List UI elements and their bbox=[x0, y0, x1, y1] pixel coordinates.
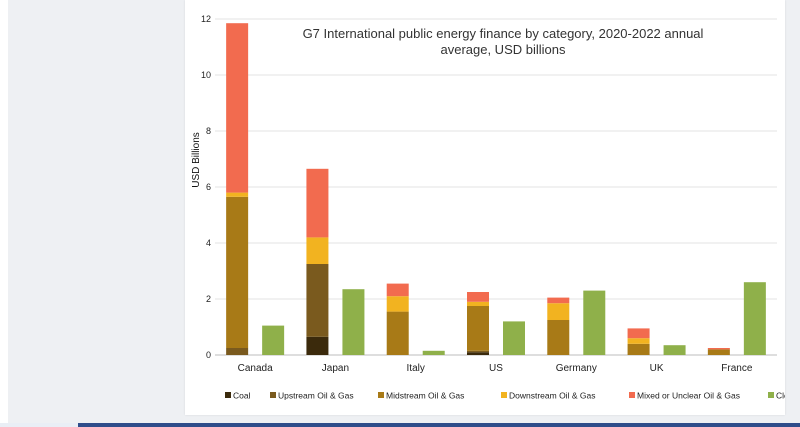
y-tick-label: 10 bbox=[201, 70, 211, 80]
y-axis-label: USD Billions bbox=[191, 132, 202, 188]
bar-segment bbox=[467, 292, 489, 302]
legend-label: Mixed or Unclear Oil & Gas bbox=[637, 391, 740, 401]
gridlines bbox=[215, 18, 777, 356]
bar-segment bbox=[707, 349, 730, 355]
bar-segment bbox=[467, 306, 489, 351]
x-tick-label: Japan bbox=[322, 363, 349, 374]
legend-label: Clean bbox=[776, 391, 785, 401]
bar-segment bbox=[467, 352, 489, 355]
legend-swatch bbox=[629, 392, 635, 398]
footer-strip bbox=[78, 423, 800, 427]
bar-clean bbox=[262, 325, 285, 355]
bar-clean bbox=[422, 350, 445, 355]
chart-title-line-1: G7 International public energy finance b… bbox=[303, 26, 704, 41]
bar-segment bbox=[547, 320, 570, 355]
bar-segment bbox=[226, 23, 249, 193]
x-tick-label: US bbox=[489, 363, 503, 374]
legend-swatch bbox=[225, 392, 231, 398]
legend-swatch bbox=[768, 392, 774, 398]
legend-swatch bbox=[270, 392, 276, 398]
legend: Coal Upstream Oil & Gas Midstream Oil & Ga… bbox=[225, 391, 785, 401]
bar-segment bbox=[226, 348, 249, 355]
chart: 0 2 4 6 8 10 12 Canada Japan Italy US Germany UK Fra… bbox=[191, 14, 785, 401]
bar-segment bbox=[306, 264, 329, 337]
y-tick-label: 6 bbox=[206, 182, 211, 192]
y-tick-label: 12 bbox=[201, 14, 211, 24]
bar-segment bbox=[386, 283, 409, 297]
legend-label: Downstream Oil & Gas bbox=[509, 391, 595, 401]
y-tick-label: 4 bbox=[206, 238, 211, 248]
bar-segment bbox=[306, 336, 329, 355]
bar-clean bbox=[503, 321, 525, 355]
bar-segment bbox=[306, 168, 329, 238]
chart-title-line-2: average, USD billions bbox=[440, 42, 566, 57]
bar-segment bbox=[226, 192, 249, 197]
bar-segment bbox=[547, 303, 570, 320]
x-tick-label: UK bbox=[650, 363, 664, 374]
bar-segment bbox=[707, 348, 730, 350]
bars bbox=[226, 23, 766, 355]
bar-segment bbox=[627, 343, 650, 355]
x-tick-label: France bbox=[721, 363, 753, 374]
bar-segment bbox=[627, 328, 650, 339]
x-axis-ticks: Canada Japan Italy US Germany UK France bbox=[238, 363, 753, 374]
bar-segment bbox=[226, 196, 249, 348]
y-axis-ticks: 0 2 4 6 8 10 12 bbox=[201, 14, 211, 360]
bar-segment bbox=[386, 296, 409, 312]
bar-segment bbox=[467, 301, 489, 306]
legend-swatch bbox=[378, 392, 384, 398]
chart-panel: 0 2 4 6 8 10 12 Canada Japan Italy US Germany UK Fra… bbox=[185, 0, 785, 415]
bar-clean bbox=[663, 345, 686, 355]
bar-segment bbox=[467, 350, 489, 353]
x-tick-label: Canada bbox=[238, 363, 273, 374]
y-tick-label: 2 bbox=[206, 294, 211, 304]
x-tick-label: Italy bbox=[407, 363, 425, 374]
x-tick-label: Germany bbox=[556, 363, 597, 374]
legend-swatch bbox=[501, 392, 507, 398]
legend-label: Upstream Oil & Gas bbox=[278, 391, 354, 401]
legend-label: Coal bbox=[233, 391, 251, 401]
y-tick-label: 0 bbox=[206, 350, 211, 360]
footer-strip-left bbox=[0, 423, 78, 427]
bar-segment bbox=[627, 338, 650, 344]
y-tick-label: 8 bbox=[206, 126, 211, 136]
bar-segment bbox=[547, 297, 570, 304]
bar-segment bbox=[386, 311, 409, 355]
bar-clean bbox=[342, 289, 365, 355]
legend-label: Midstream Oil & Gas bbox=[386, 391, 464, 401]
left-margin bbox=[0, 0, 8, 427]
bar-segment bbox=[306, 237, 329, 264]
bar-clean bbox=[583, 290, 606, 355]
bar-clean bbox=[743, 282, 766, 355]
